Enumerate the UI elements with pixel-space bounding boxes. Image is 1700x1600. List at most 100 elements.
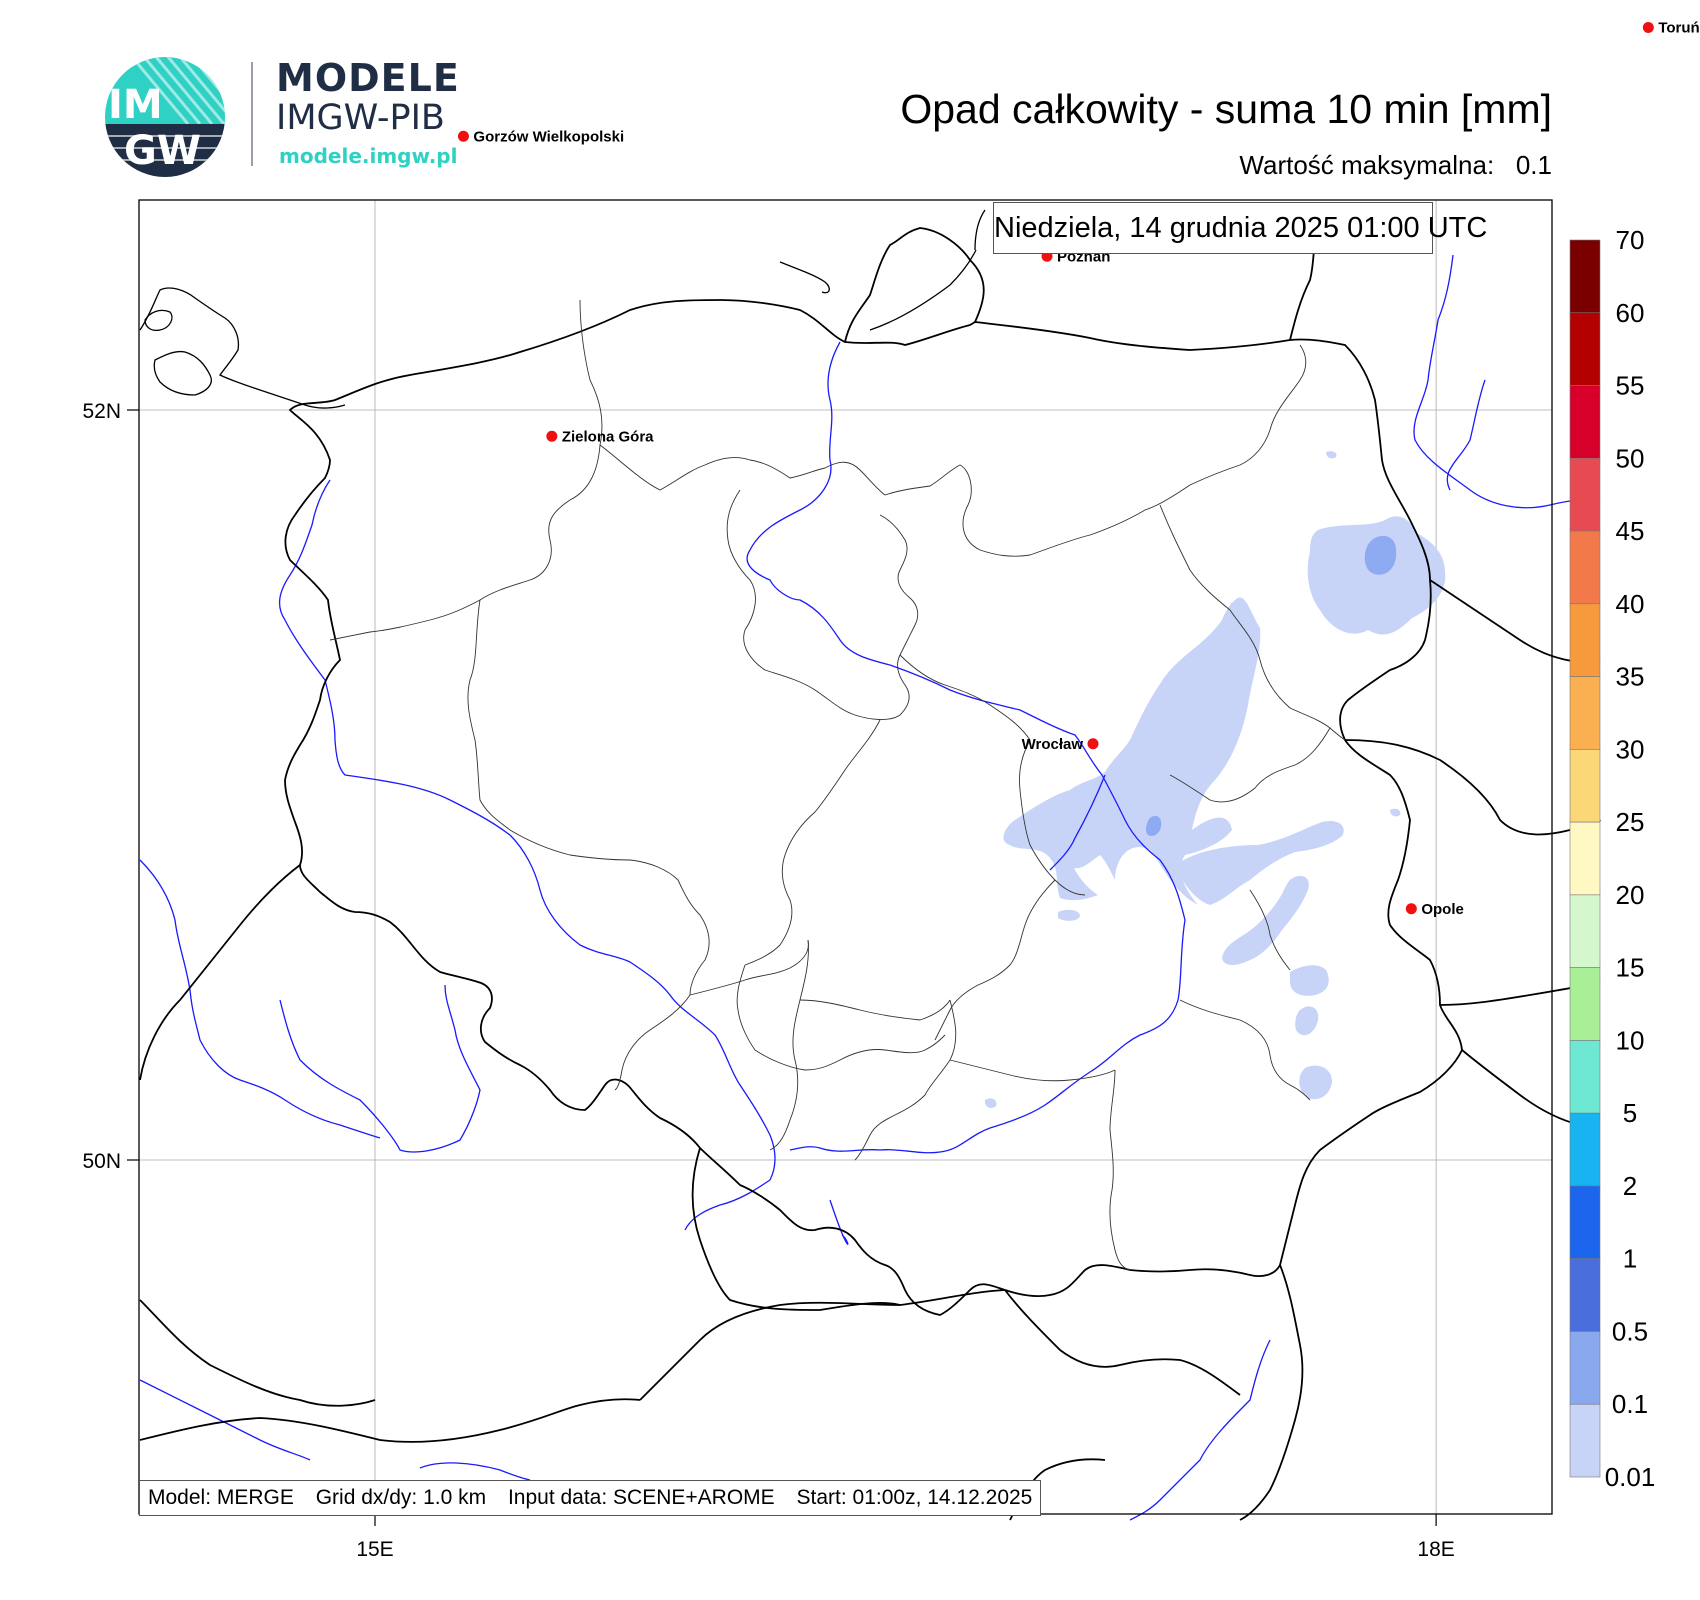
logo-text-bottom: GW — [124, 128, 201, 174]
river-south-3 — [1129, 1339, 1271, 1521]
lon-tick-label: 15E — [356, 1538, 393, 1561]
precip-area-south-east-3 — [1299, 1065, 1332, 1100]
colorbar-label: 15 — [1616, 953, 1645, 983]
region-border-9 — [726, 489, 766, 671]
city-dot — [1642, 22, 1654, 33]
imgw-logo: IM GW MODELE IMGW-PIB modele.imgw.pl — [100, 52, 480, 182]
precip-core-bialystok — [1364, 535, 1397, 575]
region-border-4 — [959, 344, 1307, 557]
axis-ticks: 15E18E21E24E54N52N50N — [82, 400, 1454, 1561]
colorbar-swatch — [1569, 967, 1601, 1041]
precip-speck-2 — [984, 1098, 997, 1108]
poland-border — [284, 299, 1463, 1316]
precip-area-lublin-north — [1180, 820, 1344, 905]
precip-area-lublin — [1222, 875, 1309, 965]
river-oder — [278, 479, 776, 1181]
river-vistula — [746, 341, 1186, 1154]
coast-baltic-west — [139, 287, 346, 409]
region-border-18 — [689, 939, 809, 996]
colorbar-swatch — [1569, 603, 1601, 677]
city-marker: Opole — [1405, 901, 1464, 918]
colorbar-swatch — [1569, 1112, 1601, 1187]
region-border-16 — [509, 829, 710, 996]
colorbar-swatch — [1569, 749, 1601, 823]
region-border-7 — [329, 499, 571, 641]
region-border-8 — [467, 599, 511, 831]
map-frame — [138, 199, 1553, 1515]
region-border-3 — [824, 461, 961, 496]
colorbar-label: 20 — [1616, 880, 1645, 910]
footer-input: Input data: SCENE+AROME — [507, 1486, 775, 1509]
precip-core-warszawa — [1146, 815, 1162, 836]
region-border-12 — [744, 719, 881, 966]
city-marker: Wrocław — [1022, 736, 1099, 753]
region-border-21 — [854, 999, 957, 1161]
slovakia-south-border — [639, 1289, 1006, 1401]
colorbar-label: 45 — [1616, 516, 1645, 546]
colorbar-label: 70 — [1616, 225, 1645, 255]
logo-emblem: IM GW — [105, 57, 225, 177]
precip-area-south-east-1 — [1290, 965, 1329, 996]
precip-area-bialystok — [1307, 516, 1446, 635]
city-dot — [457, 130, 469, 142]
river-south-4 — [684, 1179, 771, 1231]
city-markers: GdańskKoszalinSuwałkiOlsztynSzczecinBiał… — [457, 20, 1700, 918]
lon-tick-label: 18E — [1417, 1538, 1454, 1561]
romania-border — [1239, 1264, 1304, 1521]
czech-border-west — [139, 864, 301, 1081]
austria-border — [139, 1398, 641, 1443]
river-warta — [1049, 774, 1106, 871]
colorbar-swatch — [1569, 457, 1601, 532]
graticule — [139, 200, 1552, 1514]
coast-vistula-spit — [869, 249, 977, 331]
city-label: Opole — [1421, 901, 1464, 918]
river-bug — [1446, 379, 1486, 491]
colorbar-label: 55 — [1616, 371, 1645, 401]
max-value: 0.1 — [1515, 150, 1552, 180]
city-marker: Zielona Góra — [546, 428, 654, 445]
river-south-west-2 — [279, 984, 481, 1153]
colorbar-label: 0.01 — [1605, 1462, 1656, 1492]
river-east-1 — [1413, 254, 1601, 509]
region-border-14 — [934, 879, 1056, 1041]
colorbar-label: 40 — [1616, 589, 1645, 619]
precipitation-overlay — [984, 451, 1446, 1108]
city-label: Gorzów Wielkopolski — [473, 128, 624, 145]
city-label: Zielona Góra — [562, 428, 654, 445]
colorbar-label: 10 — [1616, 1025, 1645, 1055]
colorbar-label: 2 — [1623, 1171, 1637, 1201]
coast-hel-peninsula — [779, 261, 830, 294]
river-south-2 — [139, 1379, 311, 1461]
colorbar-label: 50 — [1616, 443, 1645, 473]
colorbar-swatch — [1569, 385, 1601, 459]
region-border-20 — [799, 999, 951, 1021]
region-border-2 — [599, 444, 826, 491]
city-marker: Toruń — [1642, 20, 1700, 37]
colorbar-swatch — [1569, 239, 1601, 314]
precip-area-east-band — [1003, 597, 1261, 905]
brand-url[interactable]: modele.imgw.pl — [279, 144, 458, 168]
coastline — [139, 209, 986, 409]
colorbar-swatch — [1569, 676, 1601, 750]
max-value-line: Wartość maksymalna: 0.1 — [1239, 150, 1552, 181]
colorbar-swatch — [1569, 1040, 1601, 1114]
colorbar-label: 35 — [1616, 662, 1645, 692]
city-marker: Gorzów Wielkopolski — [457, 128, 624, 145]
city-dot — [1087, 738, 1099, 750]
map-title: Opad całkowity - suma 10 min [mm] — [900, 86, 1552, 132]
colorbar-label: 0.5 — [1612, 1316, 1648, 1346]
colorbar-label: 60 — [1616, 298, 1645, 328]
river-south-6 — [419, 1462, 531, 1481]
kaliningrad-border — [844, 227, 985, 343]
colorbar-swatch — [1569, 312, 1601, 386]
river-south-west — [139, 859, 381, 1139]
city-label: Toruń — [1658, 20, 1699, 37]
datetime-box: Niedziela, 14 grudnia 2025 01:00 UTC — [993, 202, 1487, 254]
footer-model: Model: MERGE — [148, 1486, 294, 1509]
region-border-17 — [614, 994, 691, 1091]
region-border-25 — [1249, 889, 1291, 971]
colorbar-swatch — [1569, 894, 1601, 968]
coast-curonian — [974, 209, 986, 251]
ukraine-border — [1344, 739, 1601, 836]
colorbar-label: 25 — [1616, 807, 1645, 837]
